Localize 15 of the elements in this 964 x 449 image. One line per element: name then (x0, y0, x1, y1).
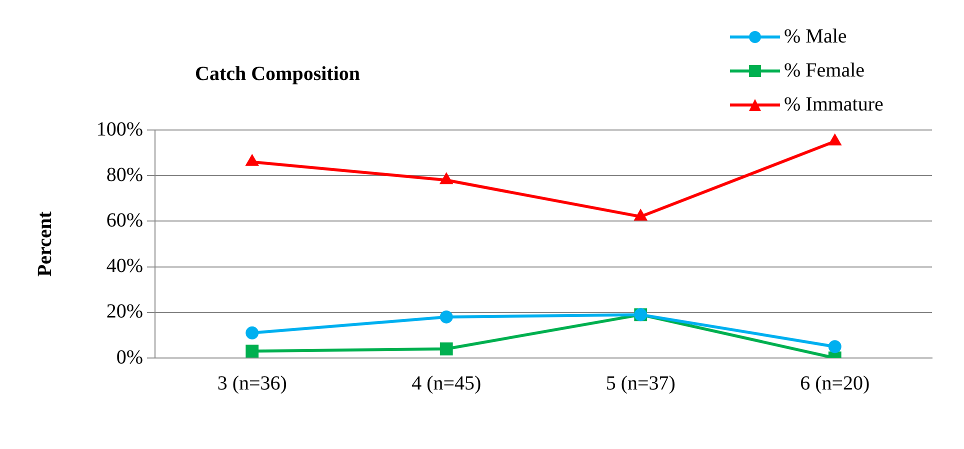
legend-label: % Male (784, 25, 847, 48)
y-tick-label: 60% (106, 209, 143, 232)
x-tick-label: 5 (n=37) (606, 372, 676, 394)
x-tick-label: 3 (n=36) (217, 372, 287, 394)
y-tick-label: 20% (106, 300, 143, 323)
y-tick-label: 80% (106, 164, 143, 186)
legend-label: % Female (784, 59, 865, 82)
chart-title: Catch Composition (195, 63, 360, 86)
x-tick-label: 6 (n=20) (800, 372, 870, 394)
x-tick-label: 4 (n=45) (412, 372, 482, 394)
y-tick-label: 40% (106, 255, 143, 278)
y-axis-title: Percent (34, 211, 56, 277)
legend-label: % Immature (784, 93, 884, 116)
y-tick-label: 0% (116, 346, 143, 368)
y-tick-label: 100% (96, 118, 143, 140)
